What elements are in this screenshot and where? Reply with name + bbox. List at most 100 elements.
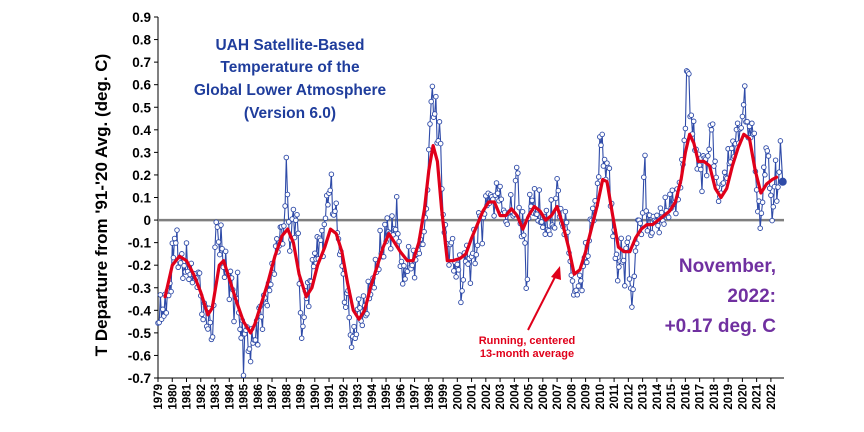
monthly-data-point xyxy=(196,270,203,276)
monthly-data-point xyxy=(527,191,533,198)
monthly-data-point xyxy=(740,102,747,108)
monthly-data-point xyxy=(420,241,426,248)
monthly-data-point xyxy=(396,238,402,245)
monthly-data-point xyxy=(513,164,520,171)
monthly-data-point xyxy=(540,224,546,231)
x-tick-label: 1997 xyxy=(410,384,422,410)
monthly-data-point xyxy=(325,202,331,208)
monthly-data-point xyxy=(218,222,224,228)
x-tick-label: 2014 xyxy=(652,383,664,409)
monthly-data-point xyxy=(359,322,366,329)
y-tick-label: 0.1 xyxy=(132,191,151,206)
monthly-data-point xyxy=(171,235,178,242)
monthly-data-point xyxy=(213,219,219,225)
monthly-data-point xyxy=(523,285,529,291)
monthly-data-point xyxy=(436,119,443,125)
y-tick-label: -0.5 xyxy=(128,326,152,341)
monthly-data-point xyxy=(521,232,527,238)
monthly-data-point xyxy=(181,262,187,269)
x-tick-label: 2021 xyxy=(752,383,764,409)
monthly-data-point xyxy=(742,83,748,89)
monthly-data-point xyxy=(686,71,692,77)
monthly-data-point xyxy=(604,160,610,166)
monthly-data-point xyxy=(649,230,655,236)
monthly-data-point xyxy=(346,314,352,321)
monthly-data-point xyxy=(175,264,181,271)
x-tick-label: 1994 xyxy=(367,383,379,409)
x-tick-label: 1987 xyxy=(267,384,279,410)
y-tick-label: 0.3 xyxy=(132,145,151,160)
monthly-data-point xyxy=(574,292,581,298)
monthly-data-point xyxy=(364,311,370,317)
monthly-data-point xyxy=(174,227,180,233)
monthly-data-point xyxy=(238,335,244,341)
monthly-data-point xyxy=(632,248,639,254)
monthly-data-point xyxy=(547,231,553,238)
monthly-data-point xyxy=(357,305,363,311)
monthly-data-point xyxy=(508,191,514,198)
monthly-data-point xyxy=(297,310,304,316)
monthly-data-point xyxy=(618,235,624,242)
monthly-data-point xyxy=(293,217,299,224)
latest-month-label: November, xyxy=(679,256,776,277)
x-tick-label: 2018 xyxy=(709,383,721,409)
monthly-data-point xyxy=(186,276,192,283)
monthly-series xyxy=(155,68,787,379)
latest-value-label: +0.17 deg. C xyxy=(665,316,777,337)
monthly-data-point xyxy=(246,346,253,352)
x-tick-label: 1992 xyxy=(338,384,350,410)
monthly-data-point xyxy=(655,222,661,229)
monthly-data-point xyxy=(569,278,576,284)
monthly-data-point xyxy=(431,111,438,117)
monthly-data-point xyxy=(416,250,423,257)
y-tick-label: 0.5 xyxy=(132,100,151,115)
monthly-data-point xyxy=(479,240,486,247)
monthly-data-point xyxy=(598,142,604,148)
x-tick-label: 2000 xyxy=(452,384,464,410)
monthly-data-point xyxy=(622,283,628,289)
monthly-data-point xyxy=(768,192,774,199)
monthly-data-point xyxy=(199,311,205,317)
monthly-data-point xyxy=(317,237,324,243)
x-tick-label: 1983 xyxy=(210,384,222,410)
y-tick-label: 0 xyxy=(143,213,151,228)
monthly-data-point xyxy=(516,204,522,211)
monthly-data-point xyxy=(283,154,290,161)
monthly-data-point xyxy=(301,314,307,320)
x-tick-label: 1981 xyxy=(182,383,194,409)
monthly-data-point xyxy=(637,220,643,227)
monthly-data-point xyxy=(578,278,584,284)
x-tick-label: 2009 xyxy=(581,384,593,410)
monthly-data-point xyxy=(673,210,679,217)
monthly-data-point xyxy=(667,191,673,198)
monthly-data-point xyxy=(189,279,196,286)
latest-data-point xyxy=(778,177,787,186)
monthly-data-point xyxy=(766,185,773,192)
monthly-data-point xyxy=(491,213,497,219)
monthly-data-point xyxy=(721,169,728,176)
monthly-data-point xyxy=(770,204,777,210)
monthly-data-point xyxy=(529,197,535,204)
monthly-data-point xyxy=(472,260,478,267)
monthly-data-point xyxy=(271,271,278,277)
monthly-data-point xyxy=(762,172,768,178)
y-tick-label: -0.7 xyxy=(128,371,151,386)
monthly-data-point xyxy=(777,138,784,144)
monthly-data-point xyxy=(454,261,461,268)
monthly-data-point xyxy=(575,283,582,289)
monthly-data-point xyxy=(631,273,638,280)
x-tick-label: 1990 xyxy=(310,384,322,410)
monthly-data-point xyxy=(377,227,383,234)
monthly-data-point xyxy=(355,296,362,302)
monthly-data-point xyxy=(382,221,388,228)
monthly-data-point xyxy=(341,299,348,306)
monthly-data-point xyxy=(620,257,627,264)
y-tick-label: -0.2 xyxy=(128,258,151,273)
x-tick-label: 1995 xyxy=(381,383,393,409)
monthly-data-point xyxy=(310,263,317,270)
monthly-data-point xyxy=(281,223,287,229)
monthly-data-point xyxy=(231,318,237,325)
monthly-data-point xyxy=(247,358,254,365)
monthly-data-point xyxy=(205,326,211,332)
monthly-data-point xyxy=(595,174,602,180)
